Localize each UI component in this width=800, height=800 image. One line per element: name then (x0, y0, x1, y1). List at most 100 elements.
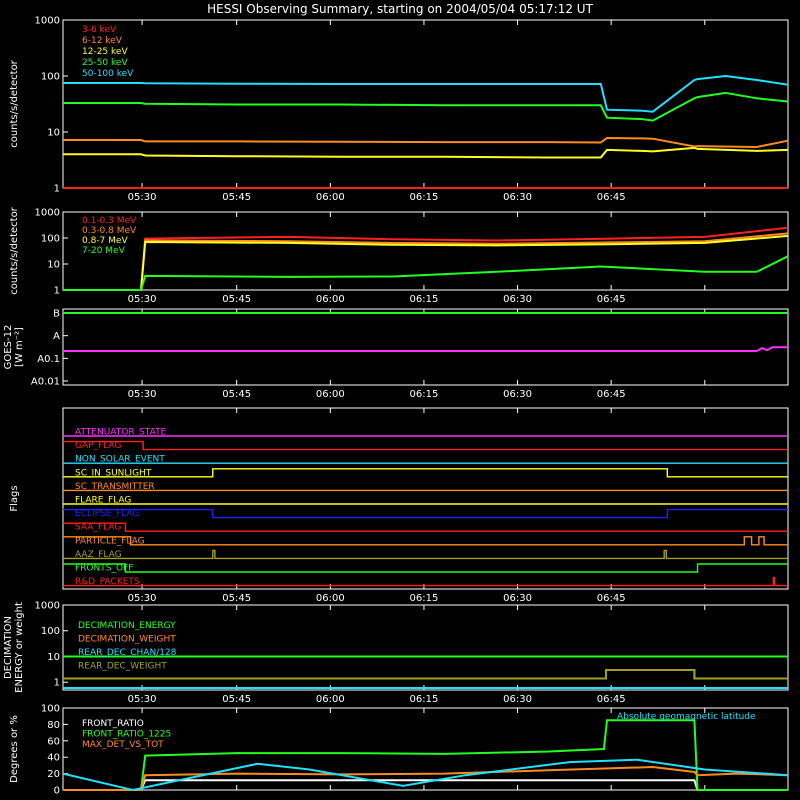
y-tick-label: 1000 (35, 208, 60, 219)
x-tick-label: 05:30 (128, 593, 157, 604)
series-line (63, 255, 789, 291)
legend-entry: DECIMATION_WEIGHT (78, 635, 176, 645)
x-tick-label: 06:15 (410, 294, 439, 305)
series-line (63, 91, 789, 122)
y-tick-label: 1000 (35, 601, 60, 612)
flag-series-line (63, 576, 788, 587)
x-tick-label: 06:00 (316, 389, 345, 400)
flag-label: AAZ_FLAG (75, 550, 122, 560)
y-tick-label: 80 (47, 720, 60, 731)
flag-label: SAA_FLAG (75, 523, 121, 533)
legend-entry: DECIMATION_ENERGY (78, 621, 176, 631)
flag-label: R&D_PACKETS (75, 577, 140, 587)
x-tick-label: 06:00 (316, 294, 345, 305)
flag-series-line (63, 536, 788, 546)
series-line (63, 234, 789, 291)
series-line (63, 719, 788, 791)
flag-series-line (63, 440, 788, 451)
x-tick-label: 06:15 (410, 389, 439, 400)
x-tick-label: 06:45 (597, 593, 626, 604)
y-tick-label: A (53, 331, 60, 342)
ratio-panel: 0 20 40 60 80 100 Degrees or % FRONT_RATIOFRONT… (9, 704, 789, 797)
goes-panel: A0.01 A0.1 AB GOES-12 [W m⁻²] 05:30 05:45 06:00… (3, 308, 789, 400)
series-line (63, 74, 789, 113)
rate-panel: 1 10 100 1000 counts/s/detector 05:30 05:45 06:… (9, 16, 789, 203)
x-tick-label: 05:30 (128, 694, 157, 705)
x-tick-label: 06:00 (316, 593, 345, 604)
x-tick-label: 06:45 (597, 294, 626, 305)
x-tick-label: 05:45 (222, 192, 251, 203)
y-axis-label: Degrees or % (9, 715, 20, 783)
x-tick-label: 05:30 (128, 192, 157, 203)
y-tick-label: 1000 (35, 16, 60, 27)
y-tick-label: 1 (54, 286, 60, 297)
x-tick-label: 06:45 (597, 389, 626, 400)
y-axis-label: counts/s/detector (9, 206, 20, 294)
legend-entry: 0.8-7 MeV (82, 236, 128, 246)
y-tick-label: 0 (54, 786, 60, 797)
flag-label: FLARE_FLAG (75, 496, 131, 506)
flag-label: SC_IN_SUNLIGHT (75, 468, 152, 478)
flag-label: PARTICLE_FLAG (75, 536, 145, 546)
x-tick-label: 06:15 (410, 593, 439, 604)
y-tick-label: 100 (41, 234, 60, 245)
figure-title: HESSI Observing Summary, starting on 200… (207, 2, 593, 16)
flag-label: GAP_FLAG (75, 441, 121, 451)
series-line (63, 346, 788, 352)
x-tick-label: 06:45 (597, 192, 626, 203)
legend-entry: 3-6 keV (82, 25, 117, 35)
y-tick-label: 60 (47, 736, 60, 747)
x-tick-label: 05:45 (222, 593, 251, 604)
y-tick-label: 10 (47, 652, 60, 663)
y-axis-label: DECIMATION (3, 616, 14, 679)
x-tick-label: 06:30 (503, 192, 532, 203)
flag-series-line (63, 549, 788, 560)
legend-entry: REAR_DEC_WEIGHT (78, 662, 167, 672)
x-tick-label: 05:45 (222, 694, 251, 705)
legend-entry: 0.1-0.3 MeV (82, 216, 137, 226)
flag-label: FRONTS_OFF (75, 564, 133, 574)
decimation-panel: 1 10 100 1000 DECIMATION ENERGY or weight 05:3… (3, 601, 789, 705)
flag-series-line (63, 563, 788, 573)
y-tick-label: 100 (41, 626, 60, 637)
y-axis-label: Flags (9, 485, 20, 511)
series-line (63, 669, 788, 680)
x-tick-label: 06:30 (503, 694, 532, 705)
series-line (63, 136, 789, 149)
x-tick-label: 05:30 (128, 389, 157, 400)
x-tick-label: 05:30 (128, 294, 157, 305)
flag-label: ATTENUATOR_STATE (75, 428, 167, 438)
x-tick-label: 06:45 (597, 694, 626, 705)
x-tick-label: 06:30 (503, 593, 532, 604)
x-tick-label: 06:30 (503, 389, 532, 400)
series-line (63, 146, 789, 159)
flag-label: SC_TRANSMITTER (75, 482, 155, 492)
panel-frame (62, 604, 789, 691)
series-line (62, 758, 789, 792)
legend-entry: FRONT_RATIO_1225 (82, 730, 171, 740)
x-tick-label: 05:45 (222, 389, 251, 400)
y-tick-label: 100 (41, 704, 60, 715)
y-tick-label: 40 (47, 753, 60, 764)
y-tick-label: 20 (47, 769, 60, 780)
x-tick-label: 06:00 (316, 192, 345, 203)
y-axis-label-2: [W m⁻²] (14, 327, 25, 367)
y-tick-label: 1 (54, 678, 60, 689)
x-tick-label: 05:45 (222, 294, 251, 305)
annotation-label: Absolute geomagnetic latitude (617, 712, 756, 722)
legend-entry: 0.3-0.8 MeV (82, 226, 137, 236)
flag-label: NON_SOLAR_EVENT (75, 455, 165, 465)
x-tick-label: 06:00 (316, 694, 345, 705)
y-axis-label-2: ENERGY or weight (14, 602, 25, 693)
y-axis-label: GOES-12 (3, 325, 14, 370)
legend-entry: MAX_DET_VS_TOT (82, 740, 164, 750)
flags-panel: Flags 05:30 05:45 06:00 06:15 06:30 06:45 ATTEN… (9, 407, 789, 604)
flag-series-line (63, 522, 788, 532)
flag-series-line (63, 508, 788, 519)
legend-entry: 6-12 keV (82, 36, 123, 46)
high-energy-panel: 1 10 100 1000 counts/s/detector 05:30 05:45 06:… (9, 206, 789, 305)
y-tick-label: 100 (41, 72, 60, 83)
